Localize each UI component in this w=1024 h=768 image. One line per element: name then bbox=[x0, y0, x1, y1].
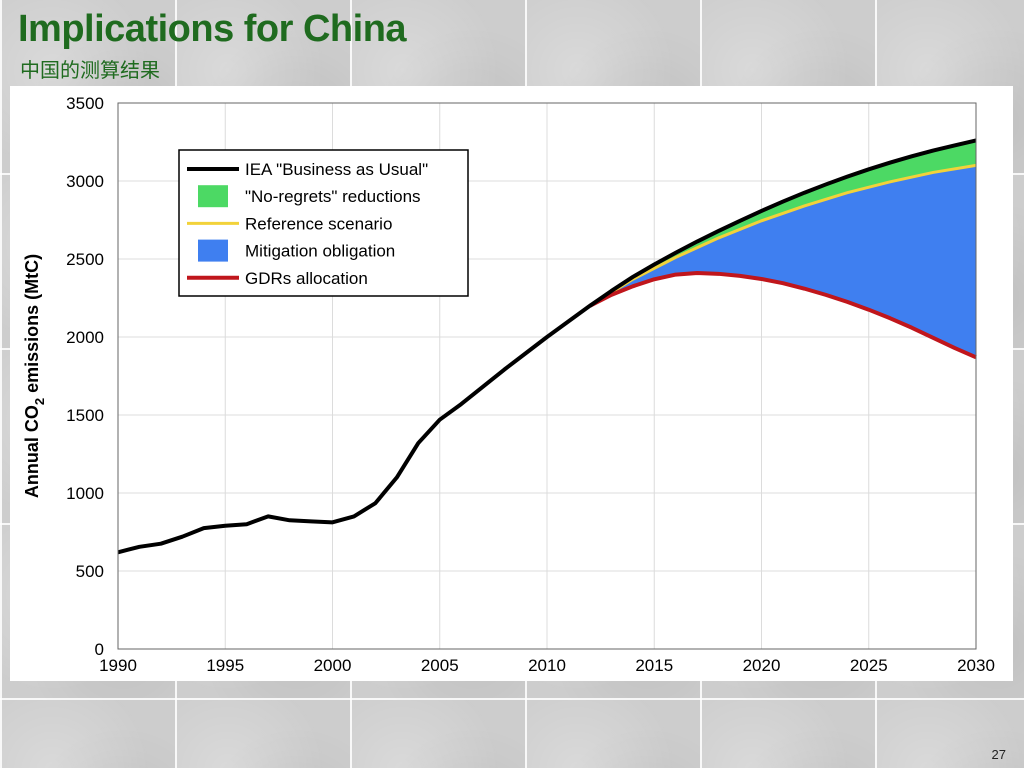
legend-label-mitigation: Mitigation obligation bbox=[245, 242, 395, 261]
slide-subtitle: 中国的测算结果 bbox=[20, 60, 160, 82]
y-axis-label-subscript: 2 bbox=[32, 398, 47, 405]
y-tick-label: 2000 bbox=[66, 328, 104, 347]
mitigation-area bbox=[589, 165, 976, 358]
x-tick-label: 2005 bbox=[421, 656, 459, 675]
slide-title: Implications for China bbox=[18, 8, 407, 50]
x-tick-label: 2030 bbox=[957, 656, 995, 675]
y-tick-label: 1500 bbox=[66, 406, 104, 425]
chart-panel: 1990 1995 2000 2005 2010 2015 2020 2025 2030 0 500… bbox=[10, 86, 1013, 681]
y-tick-label: 1000 bbox=[66, 484, 104, 503]
legend-label-reference: Reference scenario bbox=[245, 214, 392, 233]
no-regrets-area bbox=[589, 140, 976, 306]
page-number: 27 bbox=[991, 747, 1006, 762]
emissions-chart: 1990 1995 2000 2005 2010 2015 2020 2025 2030 0 500… bbox=[22, 94, 995, 675]
line-layer bbox=[117, 138, 977, 555]
y-tick-label: 2500 bbox=[66, 250, 104, 269]
legend: IEA "Business as Usual" "No-regrets" redu… bbox=[178, 149, 469, 297]
y-tick-label: 3000 bbox=[66, 172, 104, 191]
y-axis-label: Annual CO2 emissions (MtC) bbox=[22, 254, 47, 498]
reference-scenario-line bbox=[589, 163, 977, 308]
x-tick-label: 2025 bbox=[850, 656, 888, 675]
x-tick-label: 2020 bbox=[743, 656, 781, 675]
legend-label-gdrs: GDRs allocation bbox=[245, 269, 368, 288]
tick-layer: 1990 1995 2000 2005 2010 2015 2020 2025 2030 0 500… bbox=[66, 94, 995, 675]
x-tick-label: 1990 bbox=[99, 656, 137, 675]
y-axis-label-main: Annual CO bbox=[22, 405, 42, 498]
legend-label-bau: IEA "Business as Usual" bbox=[245, 160, 428, 179]
y-tick-label: 3500 bbox=[66, 94, 104, 113]
x-tick-label: 2015 bbox=[635, 656, 673, 675]
legend-swatch-mitigation bbox=[198, 239, 228, 262]
legend-swatch-no_regrets bbox=[198, 185, 228, 208]
gdrs-allocation-line bbox=[588, 271, 977, 360]
area-layer bbox=[589, 140, 976, 358]
legend-label-no_regrets: "No-regrets" reductions bbox=[245, 187, 421, 206]
x-tick-label: 1995 bbox=[206, 656, 244, 675]
plot-frame bbox=[117, 102, 977, 650]
y-axis-label-tail: emissions (MtC) bbox=[22, 254, 42, 398]
bau-line bbox=[117, 138, 977, 555]
x-tick-label: 2000 bbox=[314, 656, 352, 675]
y-tick-label: 500 bbox=[76, 562, 104, 581]
x-tick-label: 2010 bbox=[528, 656, 566, 675]
y-tick-label: 0 bbox=[95, 640, 104, 659]
